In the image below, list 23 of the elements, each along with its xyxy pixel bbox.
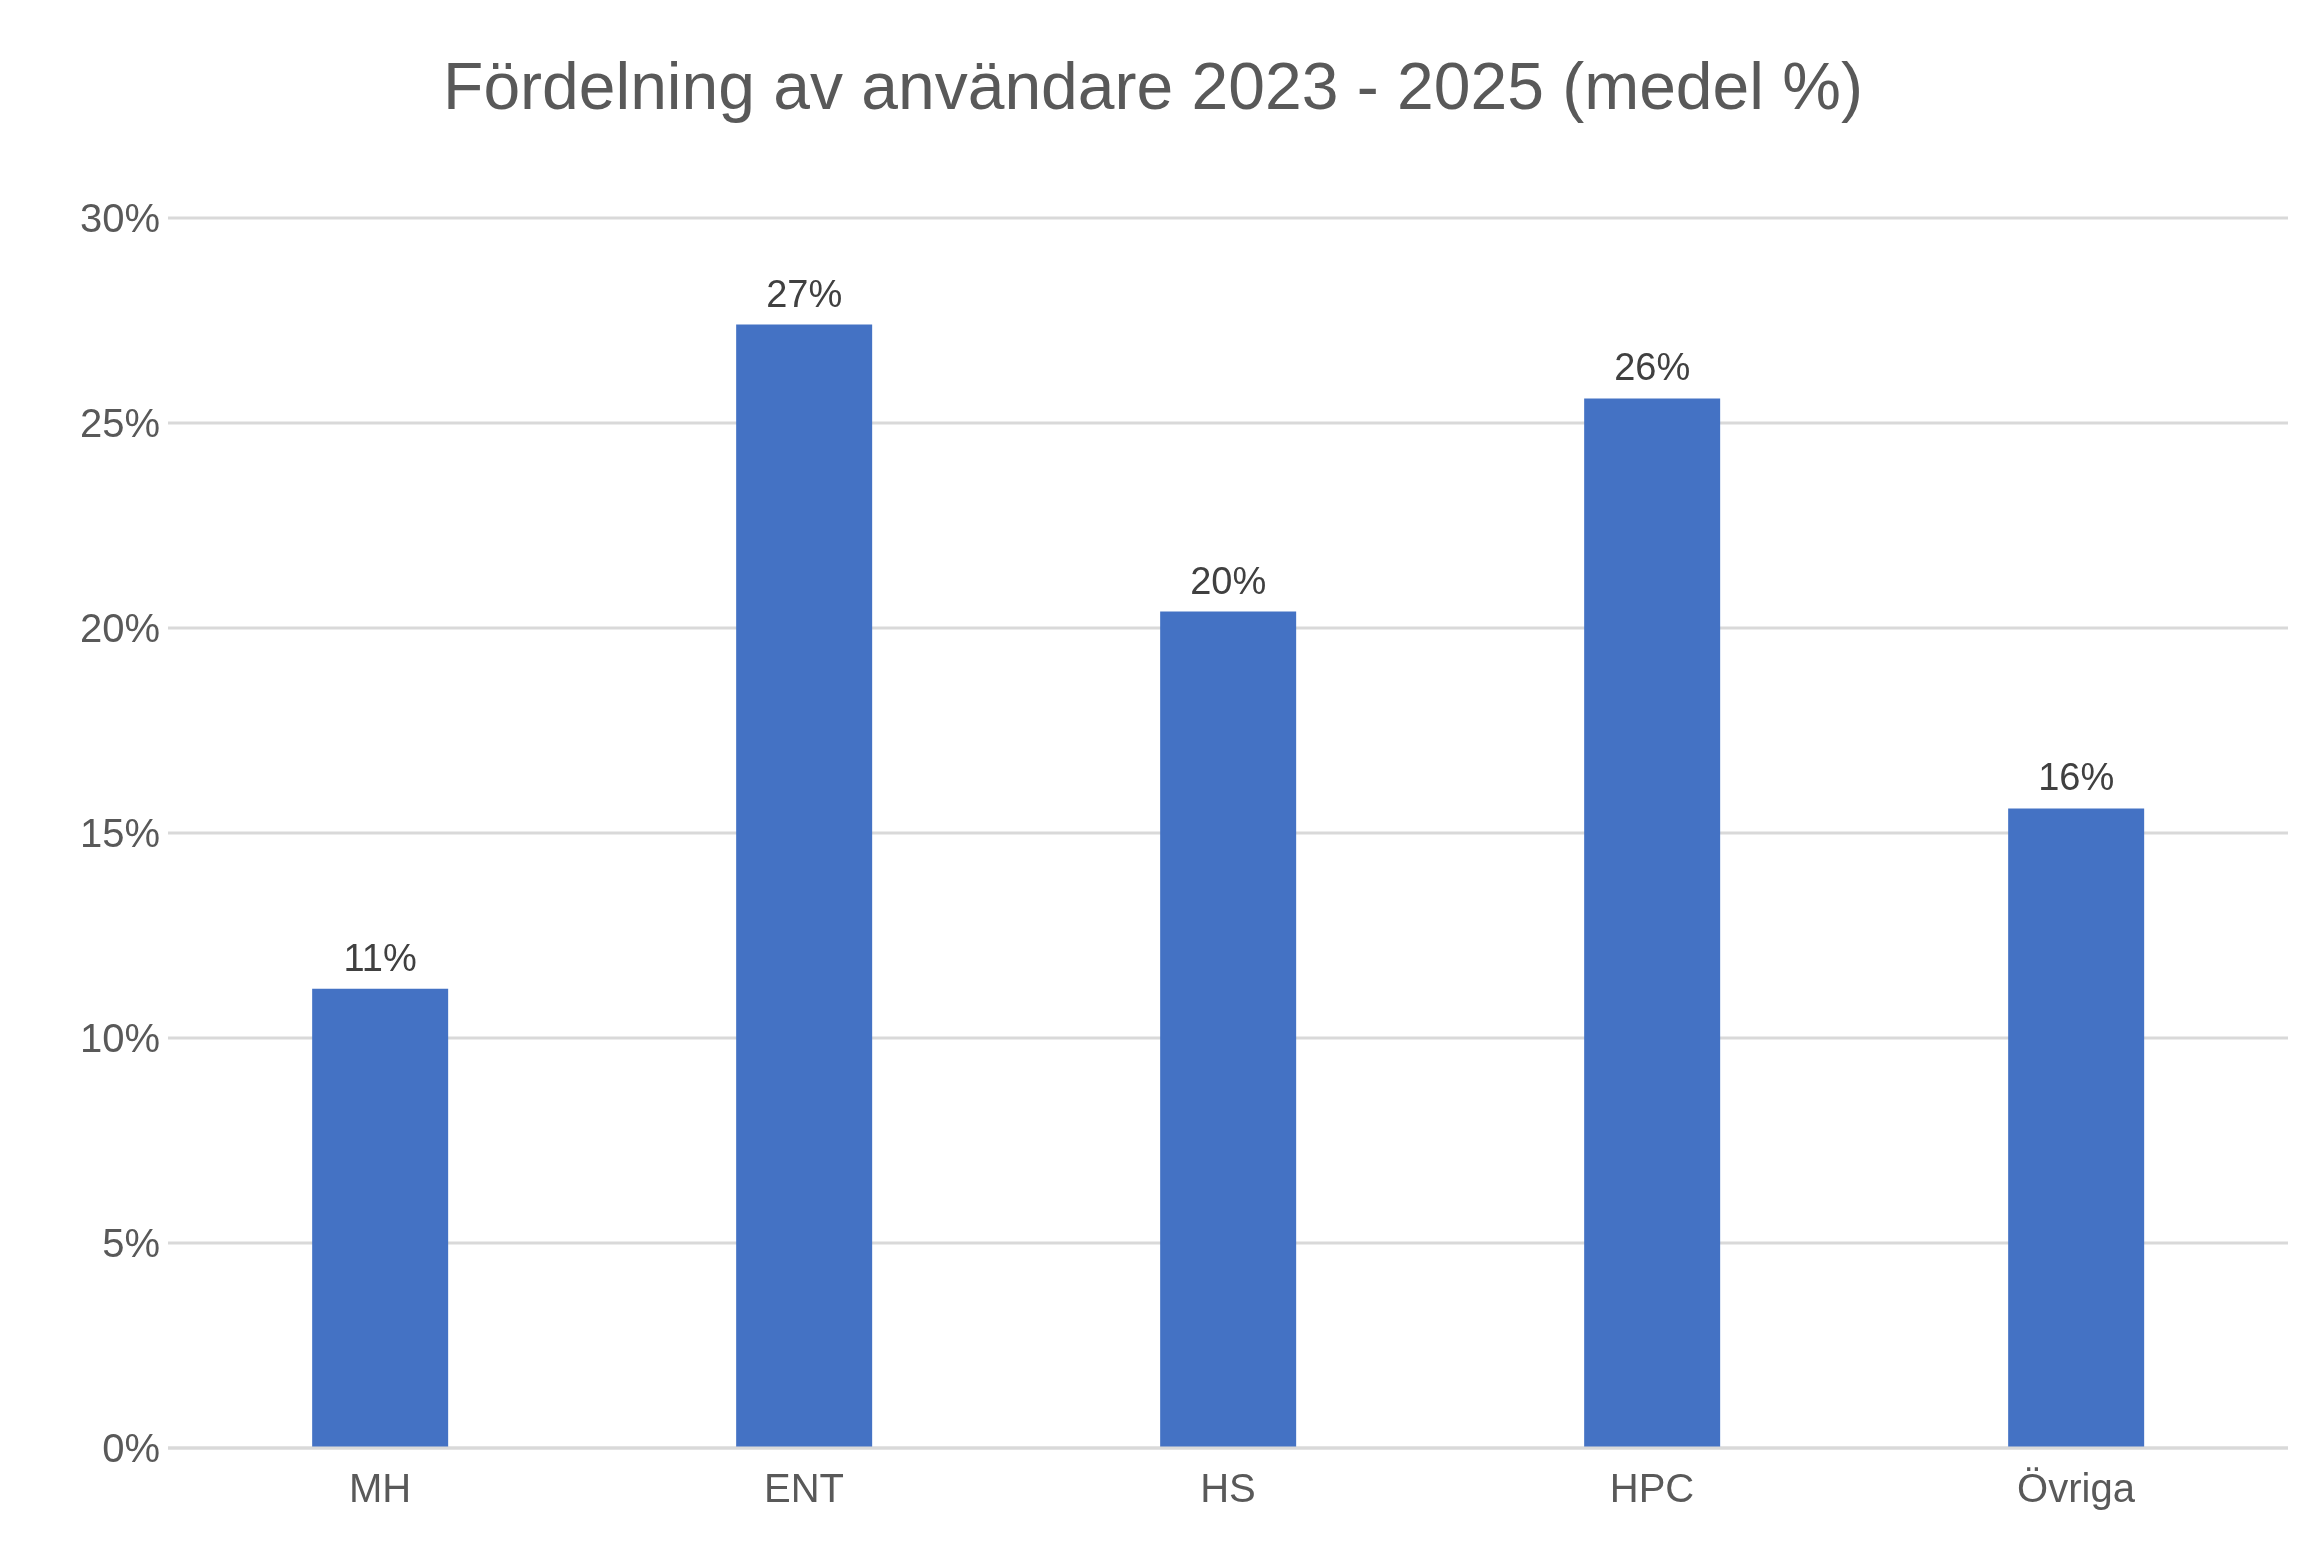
y-tick-label: 25% — [79, 401, 160, 446]
data-label: 26% — [1614, 346, 1691, 389]
x-tick-label: HS — [1200, 1466, 1256, 1511]
y-tick-label: 0% — [102, 1426, 160, 1471]
bar — [2008, 808, 2145, 1448]
bar — [1584, 398, 1721, 1448]
x-tick-label: HPC — [1609, 1466, 1695, 1511]
bar — [312, 988, 449, 1448]
data-label: 27% — [766, 272, 843, 315]
data-label: 20% — [1190, 559, 1267, 602]
x-tick-label: ENT — [764, 1466, 844, 1511]
bar — [1160, 611, 1297, 1448]
x-tick-label: MH — [348, 1466, 412, 1511]
y-tick-label: 30% — [79, 196, 160, 241]
x-tick-label: Övriga — [2017, 1466, 2136, 1511]
data-label: 11% — [343, 936, 417, 979]
bar — [736, 324, 873, 1448]
data-label: 16% — [2038, 756, 2115, 799]
y-tick-label: 10% — [79, 1016, 160, 1061]
y-tick-label: 20% — [79, 606, 160, 651]
y-tick-label: 15% — [79, 811, 160, 856]
y-tick-label: 5% — [102, 1221, 160, 1266]
chart-title: Fördelning av användare 2023 - 2025 (medel %) — [442, 48, 1864, 125]
